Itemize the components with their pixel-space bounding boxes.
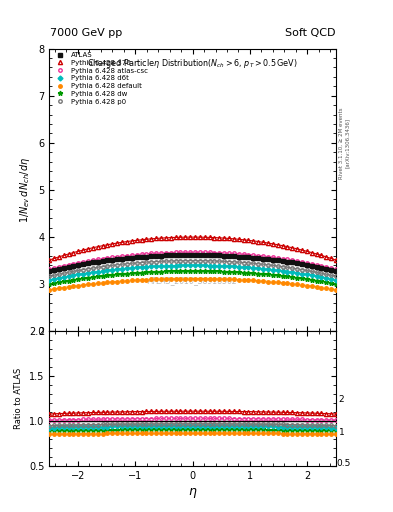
ATLAS (129, 254, 134, 261)
ATLAS (144, 253, 149, 260)
Pythia 6.428 d6t (129, 265, 134, 271)
Text: 2: 2 (339, 395, 344, 404)
Pythia 6.428 atlas-csc (188, 249, 193, 255)
ATLAS (188, 252, 193, 258)
Y-axis label: Ratio to ATLAS: Ratio to ATLAS (14, 368, 23, 429)
Pythia 6.428 default (144, 276, 149, 283)
ATLAS (231, 253, 236, 259)
Pythia 6.428 370 (144, 236, 149, 242)
ATLAS (334, 268, 338, 274)
Pythia 6.428 atlas-csc (47, 266, 51, 272)
Pythia 6.428 default (120, 278, 125, 284)
Pythia 6.428 p0 (120, 261, 125, 267)
Pythia 6.428 p0 (129, 260, 134, 266)
Pythia 6.428 default (47, 287, 51, 293)
ATLAS (47, 268, 51, 274)
Pythia 6.428 dw (95, 273, 100, 280)
Pythia 6.428 atlas-csc (120, 253, 125, 259)
Text: 7000 GeV pp: 7000 GeV pp (50, 28, 123, 38)
Line: Pythia 6.428 d6t: Pythia 6.428 d6t (48, 264, 338, 282)
Pythia 6.428 atlas-csc (334, 266, 338, 272)
Line: Pythia 6.428 default: Pythia 6.428 default (48, 277, 338, 291)
Text: Rivet 3.1.10, ≥ 2M events: Rivet 3.1.10, ≥ 2M events (339, 108, 344, 179)
Pythia 6.428 default (129, 278, 134, 284)
Pythia 6.428 default (334, 287, 338, 293)
Legend: ATLAS, Pythia 6.428 370, Pythia 6.428 atlas-csc, Pythia 6.428 d6t, Pythia 6.428 : ATLAS, Pythia 6.428 370, Pythia 6.428 at… (51, 51, 149, 106)
Pythia 6.428 p0 (95, 264, 100, 270)
Pythia 6.428 p0 (144, 259, 149, 265)
Pythia 6.428 370 (95, 244, 100, 250)
Line: ATLAS: ATLAS (47, 252, 338, 273)
Pythia 6.428 atlas-csc (95, 256, 100, 262)
Pythia 6.428 dw (120, 271, 125, 277)
Pythia 6.428 dw (47, 281, 51, 287)
Pythia 6.428 370 (47, 257, 51, 263)
Pythia 6.428 d6t (120, 266, 125, 272)
Pythia 6.428 p0 (334, 273, 338, 280)
Pythia 6.428 370 (139, 237, 144, 243)
Line: Pythia 6.428 dw: Pythia 6.428 dw (47, 269, 338, 286)
Pythia 6.428 default (95, 280, 100, 286)
Pythia 6.428 dw (231, 269, 236, 275)
Y-axis label: $1/N_{ev}\,dN_{ch}/d\eta$: $1/N_{ev}\,dN_{ch}/d\eta$ (18, 157, 33, 223)
Pythia 6.428 d6t (95, 268, 100, 274)
Pythia 6.428 d6t (334, 277, 338, 283)
Pythia 6.428 370 (129, 238, 134, 244)
X-axis label: $\eta$: $\eta$ (188, 486, 197, 500)
Pythia 6.428 default (188, 275, 193, 282)
Pythia 6.428 370 (120, 239, 125, 245)
Pythia 6.428 d6t (188, 262, 193, 268)
Line: Pythia 6.428 p0: Pythia 6.428 p0 (48, 259, 338, 278)
Line: Pythia 6.428 atlas-csc: Pythia 6.428 atlas-csc (48, 250, 338, 271)
ATLAS (139, 254, 144, 260)
Pythia 6.428 p0 (47, 273, 51, 280)
Text: 0.5: 0.5 (337, 459, 351, 468)
Pythia 6.428 default (139, 277, 144, 283)
Text: Charged Particle$\eta$ Distribution$(N_{ch}>6,\,p_T>0.5\,\mathrm{GeV})$: Charged Particle$\eta$ Distribution$(N_{… (87, 57, 298, 70)
Pythia 6.428 atlas-csc (144, 251, 149, 257)
Pythia 6.428 atlas-csc (231, 250, 236, 257)
Text: ATLAS_2010_S8918562: ATLAS_2010_S8918562 (147, 276, 238, 285)
Pythia 6.428 d6t (47, 277, 51, 283)
Pythia 6.428 atlas-csc (139, 251, 144, 257)
Pythia 6.428 d6t (144, 264, 149, 270)
Pythia 6.428 p0 (139, 260, 144, 266)
Pythia 6.428 p0 (231, 259, 236, 265)
Pythia 6.428 dw (144, 269, 149, 275)
Text: 1: 1 (339, 428, 345, 437)
Text: [arXiv:1306.3436]: [arXiv:1306.3436] (345, 118, 350, 168)
Pythia 6.428 p0 (188, 258, 193, 264)
ATLAS (95, 259, 100, 265)
Pythia 6.428 dw (129, 270, 134, 276)
Pythia 6.428 dw (334, 281, 338, 287)
Pythia 6.428 370 (188, 234, 193, 240)
Pythia 6.428 atlas-csc (129, 252, 134, 258)
Pythia 6.428 370 (231, 236, 236, 242)
Pythia 6.428 dw (139, 269, 144, 275)
Text: Soft QCD: Soft QCD (285, 28, 335, 38)
Pythia 6.428 d6t (139, 264, 144, 270)
Line: Pythia 6.428 370: Pythia 6.428 370 (47, 235, 338, 262)
Pythia 6.428 370 (334, 257, 338, 263)
Pythia 6.428 dw (188, 268, 193, 274)
Pythia 6.428 default (231, 276, 236, 283)
Pythia 6.428 d6t (231, 263, 236, 269)
ATLAS (120, 255, 125, 262)
